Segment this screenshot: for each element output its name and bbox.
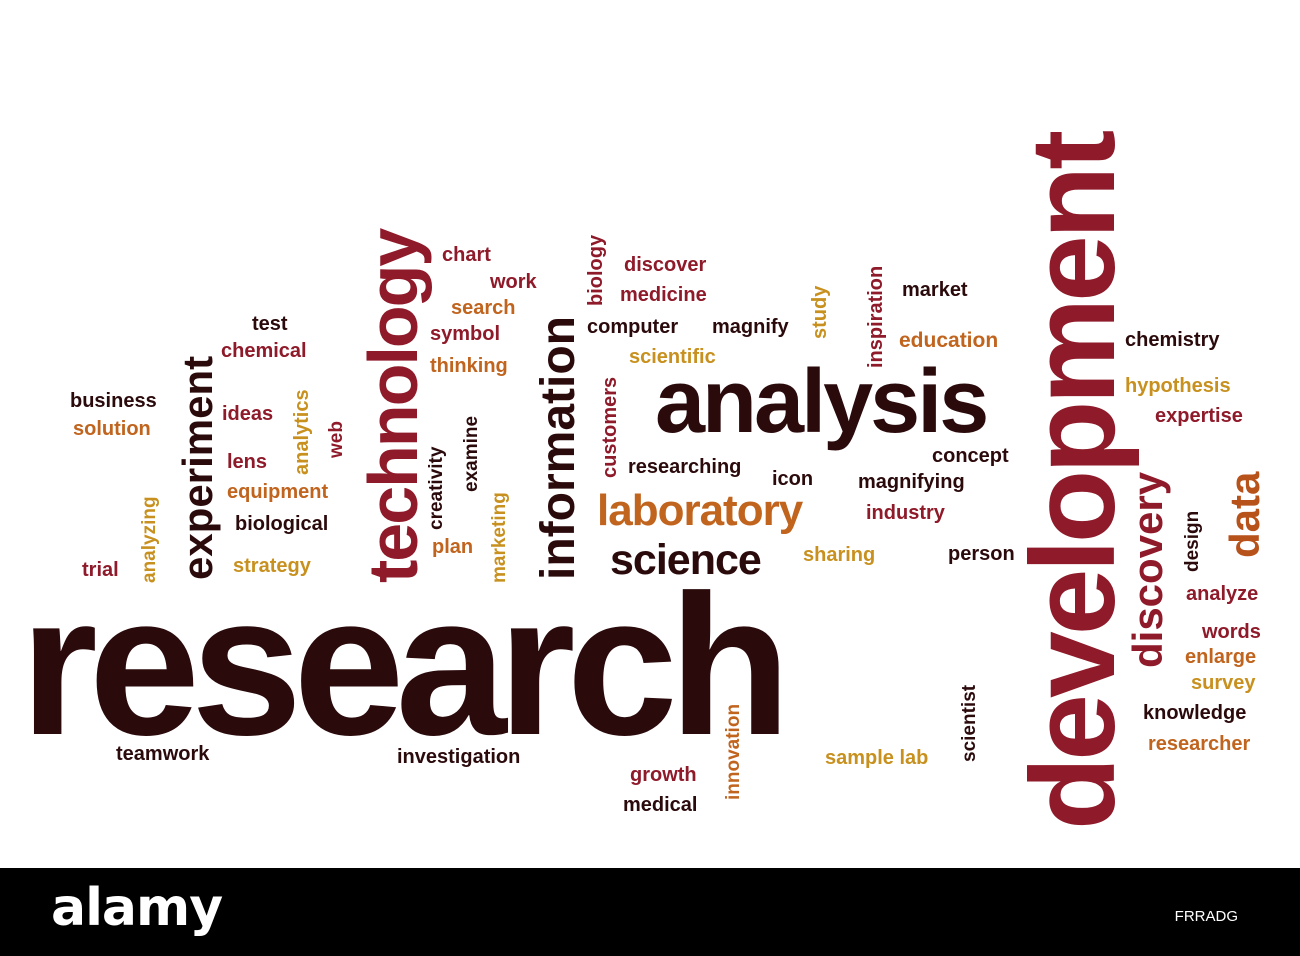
word-investigation: investigation (397, 746, 521, 768)
word-ideas: ideas (222, 403, 274, 425)
image-code: FRRADG (1174, 908, 1238, 925)
word-scientific: scientific (629, 346, 716, 368)
word-plan: plan (432, 536, 474, 558)
word-trial: trial (82, 559, 119, 581)
word-work: work (490, 271, 537, 293)
word-analyze: analyze (1186, 583, 1259, 605)
word-data: data (1221, 471, 1268, 558)
word-magnifying: magnifying (858, 471, 965, 493)
word-sharing: sharing (803, 544, 876, 566)
word-development: development (1006, 133, 1140, 830)
word-biology: biology (585, 234, 607, 306)
word-search: search (451, 297, 516, 319)
word-science: science (610, 536, 762, 584)
word-examine: examine (461, 415, 482, 492)
word-analytics: analytics (291, 389, 313, 475)
word-education: education (899, 329, 999, 352)
word-expertise: expertise (1155, 405, 1243, 427)
word-magnify: magnify (712, 316, 789, 338)
word-cloud: research development analysis technology… (20, 133, 1268, 830)
word-innovation: innovation (723, 703, 744, 800)
word-lens: lens (227, 451, 268, 473)
word-research: research (20, 554, 791, 777)
word-analysis: analysis (655, 352, 989, 452)
word-inspiration: inspiration (865, 265, 887, 368)
word-researcher: researcher (1148, 733, 1251, 755)
word-market: market (902, 279, 968, 301)
word-teamwork: teamwork (116, 743, 210, 765)
word-chemical: chemical (221, 340, 307, 362)
word-discover: discover (624, 254, 707, 276)
word-web: web (326, 421, 347, 458)
word-hypothesis: hypothesis (1125, 375, 1231, 397)
word-survey: survey (1191, 672, 1256, 694)
word-experiment: experiment (174, 355, 221, 580)
word-sample-lab: sample lab (825, 747, 929, 769)
word-business: business (70, 390, 157, 412)
word-symbol: symbol (430, 323, 501, 345)
alamy-logo: alamy (51, 878, 223, 938)
word-icon: icon (772, 468, 814, 490)
word-customers: customers (599, 376, 621, 478)
word-industry: industry (866, 502, 945, 524)
word-laboratory: laboratory (597, 486, 803, 535)
word-thinking: thinking (430, 355, 508, 377)
word-test: test (252, 313, 288, 335)
word-medical: medical (623, 794, 698, 816)
word-chart: chart (442, 244, 491, 266)
word-study: study (809, 285, 831, 339)
word-medicine: medicine (620, 284, 707, 306)
word-knowledge: knowledge (1143, 702, 1247, 724)
word-marketing: marketing (489, 492, 510, 583)
stock-footer-bar: alamy FRRADG (0, 868, 1300, 956)
word-scientist: scientist (959, 684, 980, 762)
word-information: information (532, 316, 585, 580)
word-creativity: creativity (426, 446, 447, 530)
word-concept: concept (932, 445, 1009, 467)
word-equipment: equipment (227, 481, 329, 503)
word-biological: biological (235, 513, 329, 535)
word-person: person (948, 543, 1015, 565)
word-computer: computer (587, 316, 679, 338)
word-words: words (1202, 621, 1261, 643)
word-enlarge: enlarge (1185, 646, 1257, 668)
word-discovery: discovery (1124, 471, 1171, 668)
word-strategy: strategy (233, 555, 311, 577)
word-technology: technology (354, 229, 432, 583)
word-chemistry: chemistry (1125, 329, 1220, 351)
word-researching: researching (628, 456, 742, 478)
word-growth: growth (630, 764, 697, 786)
word-analyzing: analyzing (139, 496, 160, 583)
word-design: design (1182, 510, 1203, 572)
word-solution: solution (73, 418, 151, 440)
